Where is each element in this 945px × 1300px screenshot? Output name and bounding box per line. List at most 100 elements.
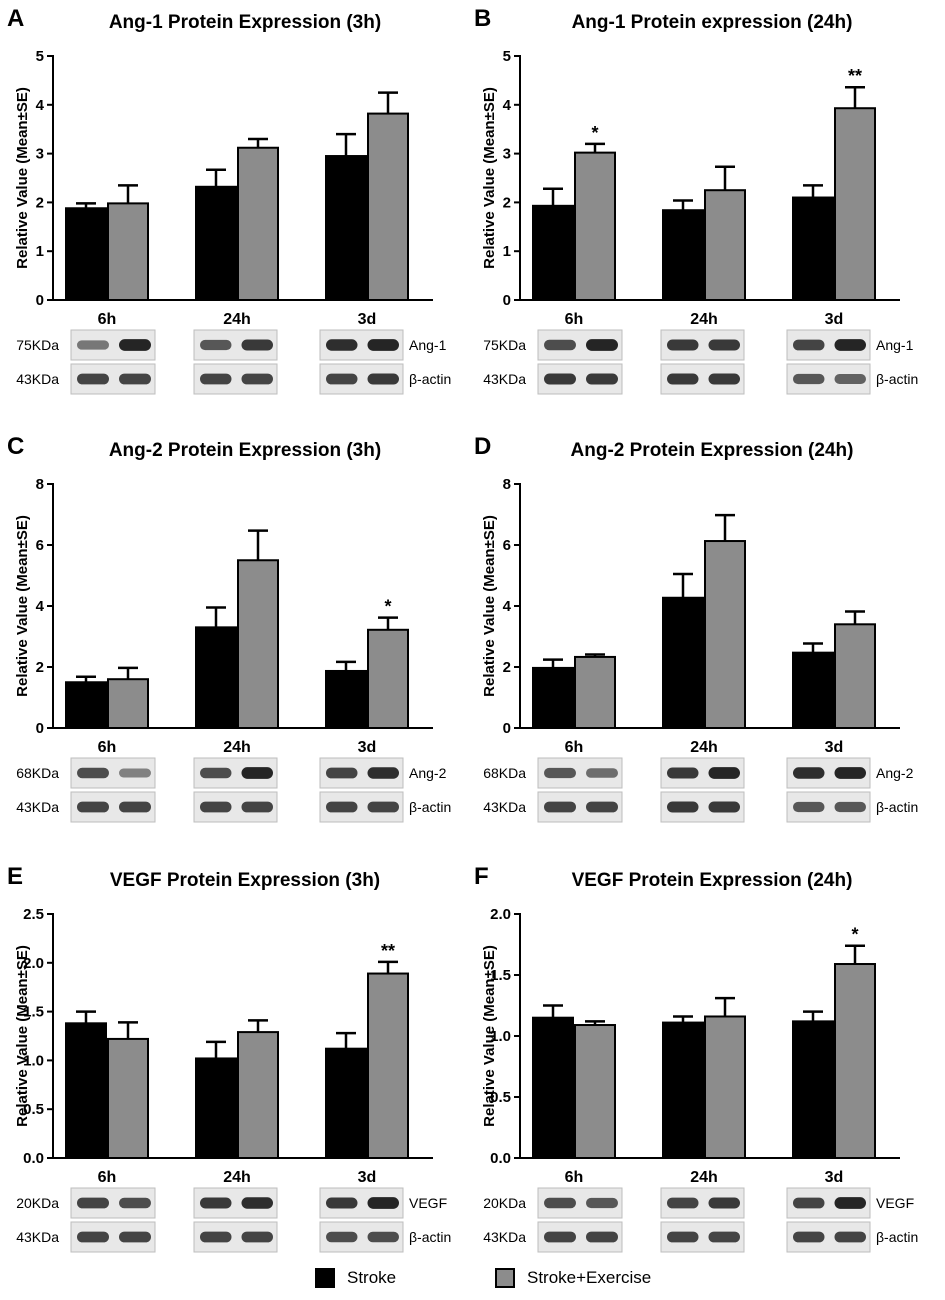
blot-band bbox=[708, 1197, 740, 1209]
bar-exercise-24h bbox=[704, 540, 746, 729]
y-tick-label: 1.5 bbox=[23, 1004, 44, 1021]
blot-kda-label: 75KDa bbox=[483, 337, 526, 353]
legend-item-stroke: Stroke bbox=[315, 1268, 396, 1288]
blot-band bbox=[544, 339, 576, 351]
bar-stroke-3d bbox=[325, 1047, 367, 1159]
blot-band bbox=[326, 767, 358, 779]
blot-kda-label: 43KDa bbox=[16, 799, 59, 815]
blot-band bbox=[667, 801, 699, 813]
blot-band bbox=[326, 801, 358, 813]
significance-marker: * bbox=[384, 597, 391, 617]
blot-band bbox=[834, 1197, 866, 1209]
x-tick-label: 3d bbox=[825, 1169, 844, 1186]
y-tick-label: 4 bbox=[503, 598, 512, 615]
bar-exercise-24h bbox=[237, 1031, 279, 1159]
chart-d: D Ang-2 Protein Expression (24h) Relative … bbox=[474, 433, 918, 823]
blot-band bbox=[708, 339, 740, 351]
x-tick-label: 24h bbox=[223, 1169, 251, 1186]
blot-kda-label: 43KDa bbox=[16, 1229, 59, 1245]
blot-band bbox=[367, 373, 399, 385]
blot-band bbox=[586, 1197, 618, 1209]
blot-protein-label: Ang-1 bbox=[876, 337, 914, 353]
y-axis-label: Relative Value (Mean±SE) bbox=[481, 515, 498, 697]
bar-exercise-3d bbox=[834, 963, 876, 1159]
y-tick-label: 1 bbox=[503, 243, 511, 260]
blot-band bbox=[241, 339, 273, 351]
bar-stroke-6h bbox=[532, 1016, 574, 1159]
chart-title: VEGF Protein Expression (24h) bbox=[572, 870, 853, 891]
blot-kda-label: 68KDa bbox=[483, 765, 526, 781]
blot-band bbox=[586, 768, 618, 778]
bar-stroke-24h bbox=[195, 1057, 237, 1159]
blot-band bbox=[367, 339, 399, 351]
bar-stroke-24h bbox=[662, 1021, 704, 1159]
bar-exercise-6h bbox=[107, 1037, 149, 1159]
y-tick-label: 0.5 bbox=[23, 1101, 44, 1118]
blot-band bbox=[793, 339, 825, 351]
y-tick-label: 2.0 bbox=[23, 955, 44, 972]
blot-kda-label: 75KDa bbox=[16, 337, 59, 353]
bar-stroke-3d bbox=[325, 155, 367, 301]
blot-band bbox=[834, 767, 866, 779]
bar-stroke-3d bbox=[792, 1020, 834, 1159]
blot-band bbox=[708, 767, 740, 779]
y-tick-label: 6 bbox=[503, 537, 511, 554]
blot-band bbox=[367, 1197, 399, 1209]
y-tick-label: 2.5 bbox=[23, 906, 44, 923]
y-tick-label: 4 bbox=[36, 97, 45, 114]
blot-band bbox=[77, 373, 109, 385]
blot-band bbox=[667, 1197, 699, 1209]
y-tick-label: 0.0 bbox=[490, 1150, 511, 1167]
blot-band bbox=[241, 373, 273, 385]
bar-exercise-3d bbox=[367, 628, 409, 729]
y-tick-label: 4 bbox=[503, 97, 512, 114]
panel-letter: A bbox=[7, 5, 24, 32]
x-tick-label: 24h bbox=[223, 739, 251, 756]
bar-stroke-6h bbox=[65, 1022, 107, 1159]
significance-marker: * bbox=[591, 123, 598, 143]
chart-c: C Ang-2 Protein Expression (3h) Relative V… bbox=[7, 433, 451, 823]
blot-protein-label: Ang-1 bbox=[409, 337, 447, 353]
chart-title: Ang-2 Protein Expression (3h) bbox=[109, 440, 381, 461]
bar-exercise-6h bbox=[574, 151, 616, 301]
y-tick-label: 5 bbox=[36, 48, 44, 65]
blot-band bbox=[326, 339, 358, 351]
blot-band bbox=[586, 801, 618, 813]
blot-band bbox=[544, 373, 576, 385]
bar-stroke-3d bbox=[792, 651, 834, 729]
legend-item-exercise: Stroke+Exercise bbox=[495, 1268, 651, 1288]
y-axis-label: Relative Value (Mean±SE) bbox=[481, 87, 498, 269]
blot-band bbox=[834, 339, 866, 351]
blot-band bbox=[708, 1231, 740, 1243]
blot-band bbox=[326, 1197, 358, 1209]
blot-band bbox=[326, 1231, 358, 1243]
blot-band bbox=[586, 339, 618, 351]
panel-c: C Ang-2 Protein Expression (3h) Relative V… bbox=[5, 428, 475, 858]
bar-exercise-3d bbox=[834, 623, 876, 729]
y-tick-label: 2.0 bbox=[490, 906, 511, 923]
blot-band bbox=[834, 1231, 866, 1243]
x-tick-label: 3d bbox=[358, 739, 377, 756]
y-tick-label: 1.0 bbox=[490, 1028, 511, 1045]
blot-band bbox=[200, 1197, 232, 1209]
blot-kda-label: 43KDa bbox=[16, 371, 59, 387]
chart-title: Ang-2 Protein Expression (24h) bbox=[571, 440, 854, 461]
y-tick-label: 2 bbox=[36, 194, 44, 211]
bar-stroke-6h bbox=[65, 207, 107, 301]
blot-protein-label: Ang-2 bbox=[876, 765, 914, 781]
blot-band bbox=[544, 767, 576, 779]
blot-protein-label: β-actin bbox=[876, 1229, 918, 1245]
blot-kda-label: 20KDa bbox=[483, 1195, 526, 1211]
blot-kda-label: 68KDa bbox=[16, 765, 59, 781]
y-tick-label: 1 bbox=[36, 243, 44, 260]
panel-f: F VEGF Protein Expression (24h) Relative V… bbox=[472, 858, 942, 1288]
bar-exercise-3d bbox=[834, 107, 876, 301]
blot-band bbox=[793, 801, 825, 813]
x-tick-label: 6h bbox=[565, 1169, 584, 1186]
blot-protein-label: VEGF bbox=[409, 1195, 447, 1211]
blot-band bbox=[200, 373, 232, 385]
blot-band bbox=[367, 767, 399, 779]
blot-band bbox=[241, 767, 273, 779]
blot-band bbox=[119, 1231, 151, 1243]
blot-band bbox=[77, 340, 109, 350]
